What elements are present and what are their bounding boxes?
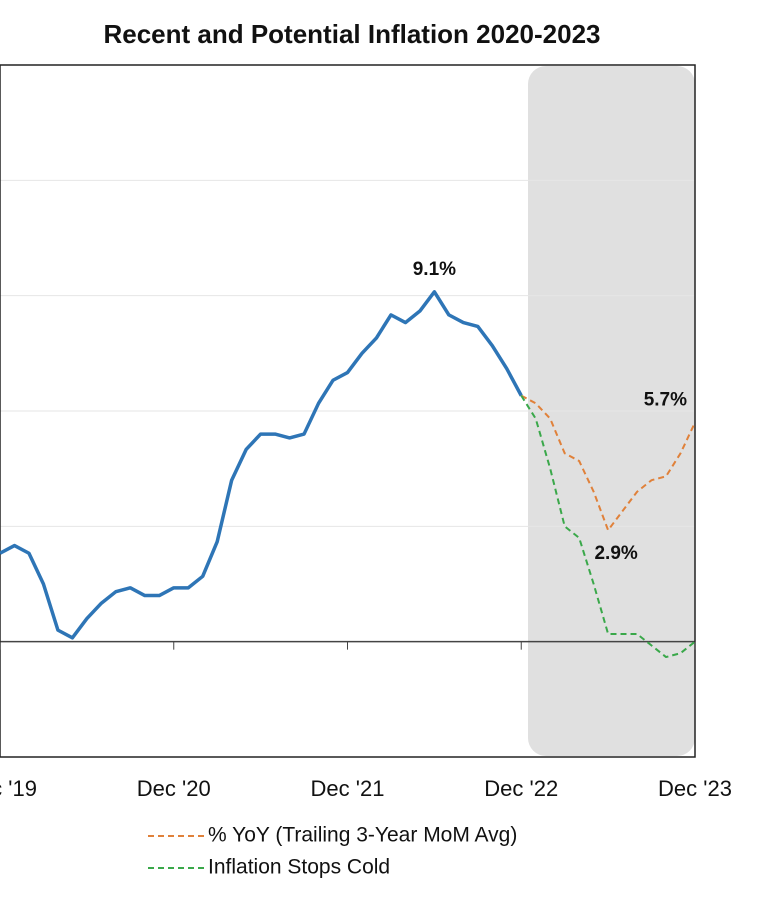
chart-title: Recent and Potential Inflation 2020-2023 (103, 19, 600, 49)
data-label: 5.7% (644, 390, 687, 411)
data-label: 9.1% (413, 259, 456, 280)
series-line (0, 290, 523, 640)
x-tick-label: Dec '19 (0, 776, 37, 801)
legend-label: % YoY (Trailing 3-Year MoM Avg) (208, 824, 517, 847)
x-tick-label: Dec '20 (137, 776, 211, 801)
x-tick-label: Dec '23 (658, 776, 732, 801)
series-line (520, 395, 696, 659)
x-tick-label: Dec '22 (484, 776, 558, 801)
data-label: 2.9% (594, 543, 637, 564)
plot-frame (0, 64, 696, 758)
x-tick-label: Dec '21 (311, 776, 385, 801)
legend-label: Inflation Stops Cold (208, 856, 390, 879)
